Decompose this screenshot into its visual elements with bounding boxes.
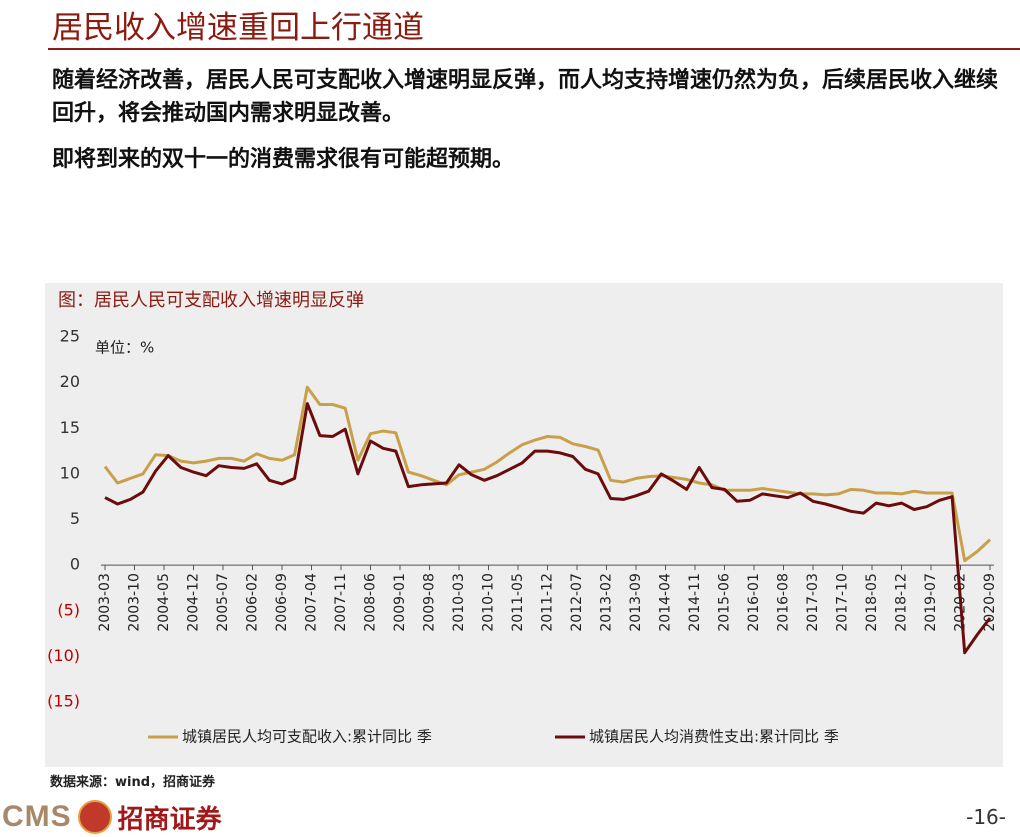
x-tick-label: 2015-06 (717, 573, 733, 632)
x-tick-label: 2008-06 (363, 573, 379, 632)
x-tick-label: 2017-03 (805, 573, 821, 632)
logo-name: 招商证券 (117, 804, 222, 835)
x-tick-label: 2010-03 (451, 573, 467, 632)
paragraph: 即将到来的双十一的消费需求很有可能超预期。 (52, 147, 515, 172)
x-tick-label: 2018-12 (894, 573, 910, 632)
y-tick-label: (15) (47, 692, 80, 711)
x-tick-label: 2007-04 (304, 573, 320, 632)
paragraph: 随着经济改善，居民人民可支配收入增速明显反弹，而人均支持增速仍然为负，后续居民收… (52, 68, 999, 126)
x-tick-label: 2003-03 (97, 573, 113, 632)
x-tick-label: 2019-07 (923, 573, 939, 632)
x-tick-label: 2009-01 (392, 573, 408, 632)
chart-title: 图：居民人民可支配收入增速明显反弹 (58, 290, 364, 311)
x-tick-label: 2012-07 (569, 573, 585, 632)
title-rule (48, 48, 1020, 50)
series-line (104, 402, 992, 655)
x-tick-label: 2018-05 (864, 573, 880, 632)
y-tick-label: (10) (47, 646, 80, 665)
slide-title: 居民收入增速重回上行通道 (52, 10, 424, 46)
x-tick-label: 2010-10 (481, 573, 497, 632)
x-tick-label: 2016-08 (776, 573, 792, 632)
x-tick-label: 2016-01 (746, 573, 762, 632)
y-tick-label: 15 (60, 418, 80, 437)
x-tick-label: 2014-11 (687, 573, 703, 632)
y-tick-label: 25 (60, 327, 80, 346)
x-tick-label: 2006-02 (245, 573, 261, 632)
x-tick-label: 2003-10 (127, 573, 143, 632)
y-tick-label: (5) (57, 600, 80, 619)
x-tick-label: 2009-08 (422, 573, 438, 632)
legend-label: 城镇居民人均可支配收入:累计同比 季 (182, 728, 432, 746)
x-tick-label: 2011-12 (540, 573, 556, 632)
x-tick-label: 2014-04 (658, 573, 674, 632)
logo: CMS 招商证券 (2, 797, 222, 837)
source-note: 数据来源：wind，招商证券 (50, 775, 216, 790)
y-tick-label: 0 (70, 555, 80, 574)
x-tick-label: 2006-09 (274, 573, 290, 632)
chart-panel (45, 283, 1003, 767)
x-tick-label: 2020-09 (982, 573, 998, 632)
y-tick-label: 10 (60, 463, 80, 482)
x-tick-label: 2013-02 (599, 573, 615, 632)
x-tick-label: 2005-07 (215, 573, 231, 632)
series-line (103, 385, 992, 563)
x-tick-label: 2013-09 (628, 573, 644, 632)
x-tick-label: 2011-05 (510, 573, 526, 632)
x-tick-label: 2004-12 (186, 573, 202, 632)
legend-label: 城镇居民人均消费性支出:累计同比 季 (589, 728, 839, 746)
x-tick-label: 2017-10 (835, 573, 851, 632)
y-tick-label: 20 (60, 372, 80, 391)
x-tick-label: 2004-05 (156, 573, 172, 632)
logo-badge (77, 800, 112, 834)
unit-label: 单位：% (95, 339, 154, 357)
x-tick-label: 2007-11 (333, 573, 349, 632)
logo-text: CMS (2, 800, 72, 833)
y-tick-label: 5 (70, 509, 80, 528)
page-number: -16- (966, 805, 1006, 829)
